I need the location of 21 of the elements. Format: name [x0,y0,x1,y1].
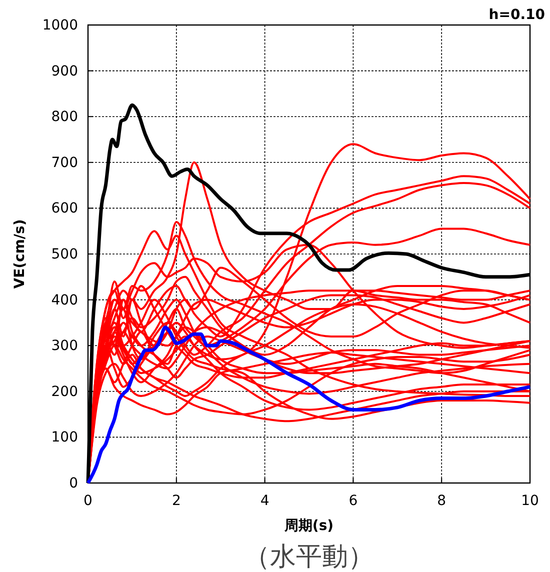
y-tick-label: 700 [51,154,78,171]
x-tick-label: 8 [437,492,446,509]
x-tick-label: 0 [84,492,92,509]
x-tick-label: 2 [172,492,181,509]
y-tick-label: 200 [51,384,78,400]
text: h=0.10 [488,7,546,23]
y-tick-label: 0 [69,475,78,492]
y-tick-label: 300 [51,338,78,354]
y-tick-label: 600 [51,200,78,217]
x-tick-label: 4 [260,492,270,509]
y-tick-label: 400 [51,292,78,308]
y-tick-label: 1000 [42,17,78,34]
x-axis-title: 周期(s) [283,518,334,534]
y-axis-title: VE(cm/s) [12,219,28,289]
y-tick-label: 800 [51,109,78,126]
x-tick-label: 6 [348,492,358,509]
y-tick-label: 500 [51,246,78,262]
y-tick-label: 100 [51,430,78,446]
x-tick-label: 10 [521,492,539,509]
y-tick-label: 900 [51,63,78,80]
text: （水平動） [244,542,374,572]
